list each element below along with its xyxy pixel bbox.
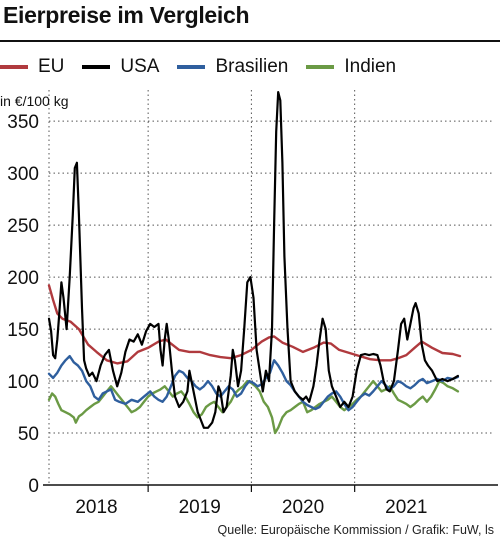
- chart-legend: EU USA Brasilien Indien: [0, 54, 414, 80]
- title-divider: [0, 40, 500, 42]
- y-tick-label: 100: [7, 372, 39, 393]
- y-tick-label: 150: [7, 320, 39, 341]
- chart-series: [47, 91, 462, 435]
- legend-label-eu: EU: [38, 56, 65, 77]
- legend-swatch-brasilien: [177, 65, 206, 69]
- y-tick-label: 250: [7, 216, 39, 237]
- legend-item-usa: USA: [82, 56, 159, 78]
- legend-item-indien: Indien: [306, 56, 396, 78]
- legend-swatch-indien: [306, 65, 335, 69]
- legend-swatch-eu: [0, 65, 28, 69]
- x-tick-label: 2020: [282, 497, 324, 518]
- x-tick-label: 2019: [179, 497, 221, 518]
- series-line-usa: [47, 91, 459, 429]
- x-tick-label: 2018: [75, 497, 117, 518]
- legend-item-brasilien: Brasilien: [177, 56, 288, 78]
- y-tick-label: 200: [7, 268, 39, 289]
- x-tick-label: 2021: [385, 497, 427, 518]
- y-axis-label: in €/100 kg: [0, 93, 69, 109]
- chart-title: Eierpreise im Vergleich: [3, 2, 250, 28]
- chart-grid: [48, 90, 492, 485]
- chart-axes: 0 50 100 150 200 250 300 350 2018 2019 2020 2021: [7, 112, 498, 518]
- legend-label-brasilien: Brasilien: [215, 56, 289, 77]
- y-tick-label: 0: [28, 476, 39, 497]
- legend-label-usa: USA: [120, 56, 160, 77]
- source-credit: Quelle: Europäische Kommission / Grafik:…: [217, 523, 494, 537]
- y-tick-label: 300: [7, 164, 39, 185]
- y-tick-label: 350: [7, 112, 39, 133]
- legend-swatch-usa: [82, 65, 111, 69]
- y-tick-label: 50: [18, 424, 39, 445]
- legend-item-eu: EU: [0, 56, 64, 78]
- legend-label-indien: Indien: [344, 56, 397, 77]
